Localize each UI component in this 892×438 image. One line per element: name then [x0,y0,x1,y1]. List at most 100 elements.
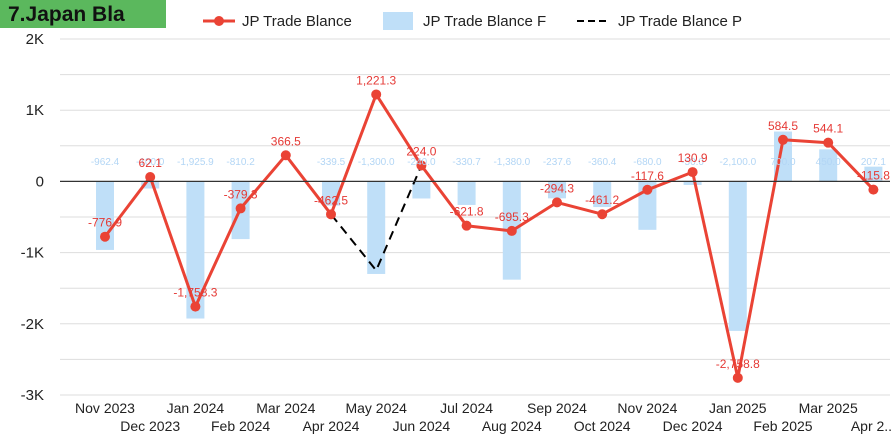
forecast-data-label: -360.4 [588,157,617,168]
forecast-bar [141,181,160,189]
x-tick-label: Jan 2024 [167,400,225,416]
x-tick-label: Jun 2024 [393,418,451,434]
forecast-data-label: -330.7 [452,157,481,168]
actual-point [190,301,201,312]
actual-data-label: 62.1 [139,156,163,170]
actual-point [416,160,427,171]
actual-point [371,89,382,100]
actual-point [235,203,246,214]
actual-point [100,231,110,242]
forecast-data-label: -339.5 [317,157,346,168]
x-tick-label: Nov 2023 [75,400,135,416]
forecast-data-label: -50.0 [681,157,704,168]
actual-point [326,209,336,220]
x-tick-label: Jan 2025 [709,400,767,416]
actual-data-label: -1,758.3 [173,286,217,300]
actual-point [461,220,472,231]
actual-data-label: 366.5 [271,134,301,148]
forecast-data-label: 700.0 [770,157,795,168]
forecast-data-label: -962.4 [91,157,120,168]
forecast-data-label: -1,380.0 [493,157,530,168]
actual-data-label: -461.2 [585,193,619,207]
actual-data-label: -462.5 [314,193,348,207]
actual-point [506,225,517,236]
legend: JP Trade Blance JP Trade Blance F JP Trade… [203,12,742,30]
forecast-bar [864,166,883,182]
actual-data-label: -294.3 [540,181,574,195]
predicted-line [104,138,829,379]
x-tick-label: Dec 2023 [120,418,180,434]
x-tick-label: Dec 2024 [663,418,723,434]
forecast-bar [683,181,702,185]
forecast-data-label: -680.0 [633,157,662,168]
x-tick-label: Sep 2024 [527,400,587,416]
forecast-data-label: -2,100.0 [719,157,756,168]
x-tick-label: Feb 2025 [753,418,812,434]
actual-point [552,197,562,208]
forecast-bar [728,181,747,331]
legend-label-predicted: JP Trade Blance P [618,13,742,30]
forecast-bar [367,181,386,274]
forecast-bar [457,181,476,205]
actual-data-label: 544.1 [813,122,843,136]
actual-point [732,372,743,383]
x-tick-label: Nov 2024 [617,400,677,416]
actual-data-label: 584.5 [768,119,798,133]
actual-point [280,150,291,161]
actual-data-label: -117.6 [631,169,664,183]
x-tick-label: Mar 2025 [799,400,858,416]
legend-label-actual: JP Trade Blance [242,13,352,30]
forecast-bar [593,181,612,208]
actual-point [145,171,156,182]
axis-layer: 2K 1K 0 -1K -2K -3K Nov 2023 Dec 2023 Jan 2024 Fe… [21,31,892,434]
y-tick-label: 0 [36,173,44,190]
actual-point [778,134,788,145]
y-tick-label: -2K [21,316,44,333]
legend-marker-actual [214,16,224,26]
actual-data-label: -379.3 [224,187,258,201]
actual-line [103,92,875,380]
actual-data-label: 130.9 [678,151,708,165]
legend-label-forecast: JP Trade Blance F [423,13,546,30]
forecast-data-label: -100.0 [136,157,165,168]
x-tick-label: Aug 2024 [482,418,542,434]
forecast-bar [412,181,431,199]
x-tick-label: Jul 2024 [440,400,493,416]
label-layer: -962.4 -100.0 -1,925.9 -810.2 -339.5 -1,300.0… [88,73,890,370]
forecast-bar [548,181,566,199]
forecast-data-label: -810.2 [226,157,255,168]
x-tick-label: Apr 2024 [303,418,360,434]
actual-layer [100,89,879,383]
y-tick-label: 2K [26,31,44,48]
y-tick-label: -1K [21,245,44,262]
actual-data-label: -115.8 [857,169,890,183]
actual-point [687,167,698,178]
forecast-data-label: 207.1 [861,157,886,168]
y-tick-label: 1K [26,102,44,119]
forecast-data-label: 450.0 [816,157,841,168]
forecast-data-label: -1,300.0 [358,157,395,168]
legend-swatch-forecast [383,12,413,30]
actual-data-label: -776.9 [88,216,122,230]
x-tick-label: Apr 2... [851,418,892,434]
actual-point [868,184,879,195]
bar-layer [96,131,883,331]
actual-data-label: -2,758.8 [716,357,760,371]
x-tick-label: Oct 2024 [574,418,631,434]
forecast-data-label: -1,925.9 [177,157,214,168]
chart-title-box: 7.Japan Bla [0,0,166,28]
x-tick-label: Feb 2024 [211,418,270,434]
x-tick-label: May 2024 [345,400,407,416]
x-tick-label: Mar 2024 [256,400,315,416]
actual-data-label: -695.3 [495,210,529,224]
actual-data-label: -621.8 [450,205,484,219]
forecast-data-label: -240.0 [407,157,436,168]
forecast-bar [186,181,205,319]
predicted-layer [104,138,829,379]
actual-data-label: 224.0 [406,144,436,158]
y-tick-label: -3K [21,387,44,404]
chart-title: 7.Japan Bla [8,3,125,26]
actual-point [597,209,608,220]
actual-point [823,137,834,148]
